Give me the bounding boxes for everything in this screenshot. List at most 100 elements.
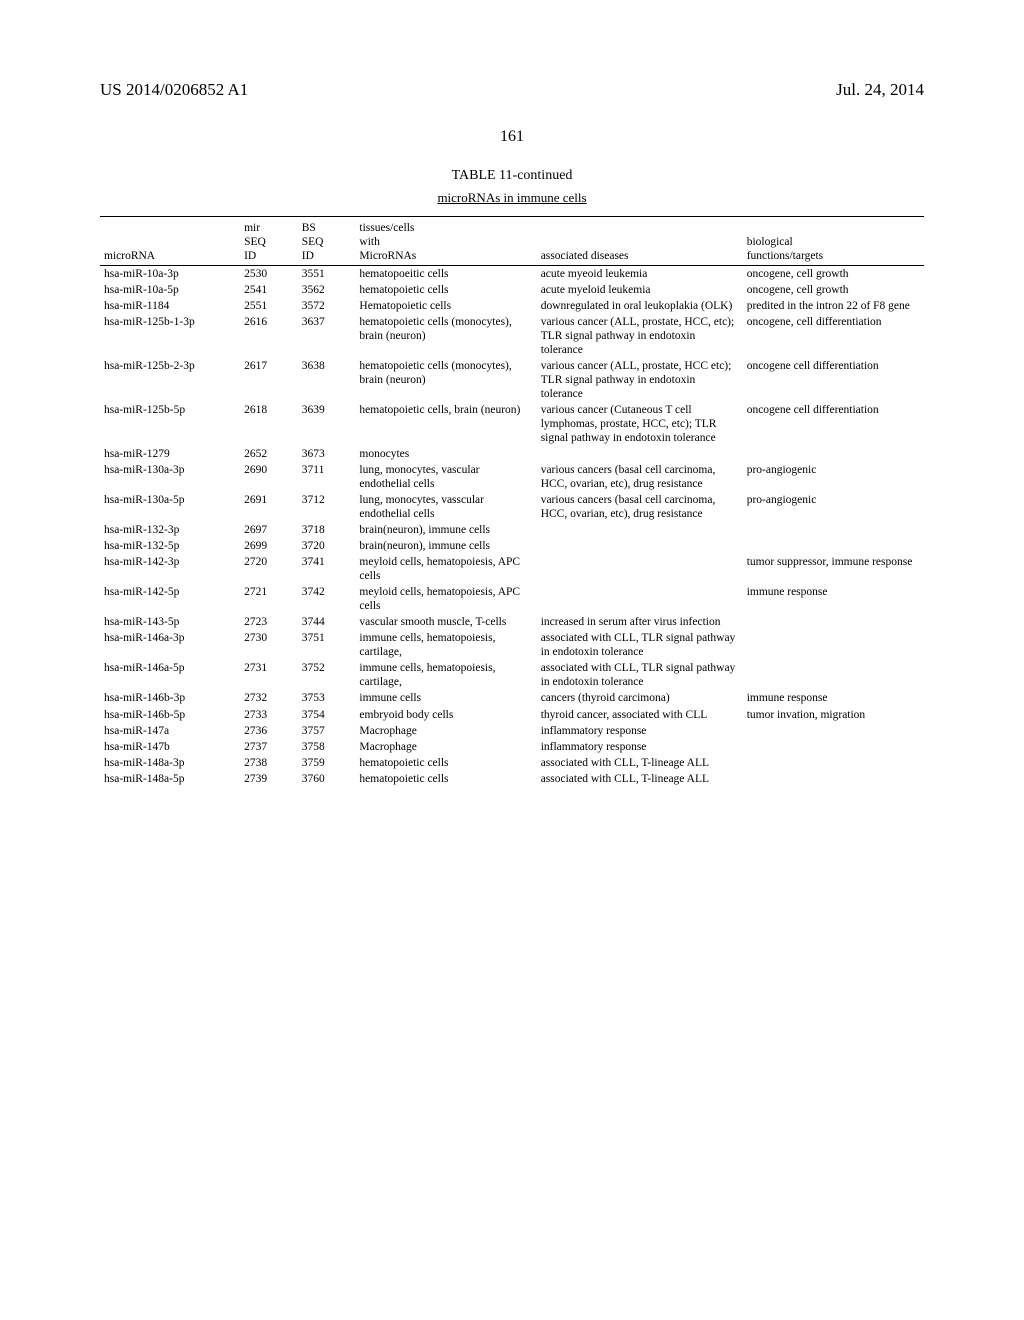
- cell-bs-seq: 3551: [298, 266, 356, 283]
- cell-bs-seq: 3752: [298, 660, 356, 690]
- cell-mir-seq: 2618: [240, 402, 298, 446]
- doc-number: US 2014/0206852 A1: [100, 80, 248, 100]
- col-header-functions: biological functions/targets: [743, 221, 924, 263]
- col-header-microrna: microRNA: [100, 221, 240, 263]
- cell-mir-seq: 2730: [240, 630, 298, 660]
- cell-microrna: hsa-miR-10a-3p: [100, 266, 240, 283]
- cell-mir-seq: 2616: [240, 314, 298, 358]
- cell-mir-seq: 2732: [240, 690, 298, 706]
- table-row: hsa-miR-127926523673monocytes: [100, 446, 924, 462]
- cell-mir-seq: 2530: [240, 266, 298, 283]
- table-row: hsa-miR-148a-5p27393760hematopoietic cel…: [100, 771, 924, 787]
- cell-tissues: hematopoietic cells: [355, 771, 536, 787]
- cell-microrna: hsa-miR-142-5p: [100, 584, 240, 614]
- table-row: hsa-miR-146a-5p27313752immune cells, hem…: [100, 660, 924, 690]
- cell-diseases: [537, 554, 743, 584]
- cell-functions: [743, 630, 924, 660]
- cell-functions: [743, 446, 924, 462]
- cell-bs-seq: 3562: [298, 282, 356, 298]
- cell-microrna: hsa-miR-146b-5p: [100, 707, 240, 723]
- col-header-tissues: tissues/cells with MicroRNAs: [355, 221, 536, 263]
- table-row: hsa-miR-146a-3p27303751immune cells, hem…: [100, 630, 924, 660]
- cell-tissues: hematopoietic cells: [355, 755, 536, 771]
- table-body: hsa-miR-10a-3p25303551hematopoeitic cell…: [100, 266, 924, 787]
- cell-microrna: hsa-miR-10a-5p: [100, 282, 240, 298]
- cell-functions: [743, 522, 924, 538]
- cell-mir-seq: 2731: [240, 660, 298, 690]
- cell-microrna: hsa-miR-125b-1-3p: [100, 314, 240, 358]
- cell-mir-seq: 2691: [240, 492, 298, 522]
- cell-microrna: hsa-miR-130a-3p: [100, 462, 240, 492]
- cell-microrna: hsa-miR-142-3p: [100, 554, 240, 584]
- cell-tissues: vascular smooth muscle, T-cells: [355, 614, 536, 630]
- table-header-row: microRNA mir SEQ ID BS SEQ ID tissues/ce…: [100, 221, 924, 263]
- microrna-table: microRNA mir SEQ ID BS SEQ ID tissues/ce…: [100, 216, 924, 787]
- cell-microrna: hsa-miR-146a-3p: [100, 630, 240, 660]
- cell-microrna: hsa-miR-130a-5p: [100, 492, 240, 522]
- cell-mir-seq: 2697: [240, 522, 298, 538]
- cell-diseases: acute myeoid leukemia: [537, 266, 743, 283]
- table-row: hsa-miR-130a-5p26913712lung, monocytes, …: [100, 492, 924, 522]
- cell-microrna: hsa-miR-1184: [100, 298, 240, 314]
- table-title: TABLE 11-continued: [100, 168, 924, 184]
- cell-diseases: associated with CLL, T-lineage ALL: [537, 771, 743, 787]
- table-row: hsa-miR-10a-3p25303551hematopoeitic cell…: [100, 266, 924, 283]
- cell-tissues: brain(neuron), immune cells: [355, 522, 536, 538]
- cell-tissues: Macrophage: [355, 723, 536, 739]
- cell-mir-seq: 2739: [240, 771, 298, 787]
- cell-functions: immune response: [743, 584, 924, 614]
- cell-bs-seq: 3751: [298, 630, 356, 660]
- cell-bs-seq: 3673: [298, 446, 356, 462]
- cell-functions: [743, 538, 924, 554]
- cell-functions: [743, 739, 924, 755]
- cell-tissues: lung, monocytes, vasscular endothelial c…: [355, 492, 536, 522]
- cell-diseases: thyroid cancer, associated with CLL: [537, 707, 743, 723]
- cell-bs-seq: 3741: [298, 554, 356, 584]
- cell-bs-seq: 3744: [298, 614, 356, 630]
- cell-tissues: monocytes: [355, 446, 536, 462]
- cell-functions: oncogene, cell differentiation: [743, 314, 924, 358]
- cell-tissues: Hematopoietic cells: [355, 298, 536, 314]
- cell-tissues: lung, monocytes, vascular endothelial ce…: [355, 462, 536, 492]
- cell-mir-seq: 2699: [240, 538, 298, 554]
- cell-diseases: [537, 446, 743, 462]
- cell-mir-seq: 2720: [240, 554, 298, 584]
- cell-microrna: hsa-miR-125b-5p: [100, 402, 240, 446]
- cell-tissues: hematopoietic cells, brain (neuron): [355, 402, 536, 446]
- table-row: hsa-miR-132-3p26973718brain(neuron), imm…: [100, 522, 924, 538]
- table-row: hsa-miR-148a-3p27383759hematopoietic cel…: [100, 755, 924, 771]
- cell-functions: oncogene, cell growth: [743, 282, 924, 298]
- cell-tissues: brain(neuron), immune cells: [355, 538, 536, 554]
- cell-microrna: hsa-miR-132-3p: [100, 522, 240, 538]
- cell-functions: pro-angiogenic: [743, 462, 924, 492]
- table-row: hsa-miR-146b-3p27323753immune cellscance…: [100, 690, 924, 706]
- cell-functions: oncogene cell differentiation: [743, 358, 924, 402]
- cell-diseases: various cancer (ALL, prostate, HCC, etc)…: [537, 314, 743, 358]
- cell-bs-seq: 3758: [298, 739, 356, 755]
- cell-diseases: downregulated in oral leukoplakia (OLK): [537, 298, 743, 314]
- page-container: US 2014/0206852 A1 Jul. 24, 2014 161 TAB…: [0, 0, 1024, 827]
- cell-diseases: acute myeloid leukemia: [537, 282, 743, 298]
- cell-tissues: immune cells, hematopoiesis, cartilage,: [355, 660, 536, 690]
- cell-bs-seq: 3720: [298, 538, 356, 554]
- table-row: hsa-miR-125b-2-3p26173638hematopoietic c…: [100, 358, 924, 402]
- table-row: hsa-miR-118425513572Hematopoietic cellsd…: [100, 298, 924, 314]
- cell-tissues: immune cells: [355, 690, 536, 706]
- cell-bs-seq: 3757: [298, 723, 356, 739]
- cell-tissues: hematopoietic cells (monocytes), brain (…: [355, 314, 536, 358]
- table-subtitle: microRNAs in immune cells: [100, 190, 924, 206]
- cell-tissues: meyloid cells, hematopoiesis, APC cells: [355, 554, 536, 584]
- cell-tissues: meyloid cells, hematopoiesis, APC cells: [355, 584, 536, 614]
- cell-mir-seq: 2723: [240, 614, 298, 630]
- cell-bs-seq: 3711: [298, 462, 356, 492]
- cell-functions: [743, 660, 924, 690]
- table-row: hsa-miR-146b-5p27333754embryoid body cel…: [100, 707, 924, 723]
- cell-diseases: various cancer (ALL, prostate, HCC etc);…: [537, 358, 743, 402]
- cell-tissues: hematopoietic cells: [355, 282, 536, 298]
- cell-bs-seq: 3759: [298, 755, 356, 771]
- cell-microrna: hsa-miR-125b-2-3p: [100, 358, 240, 402]
- cell-functions: [743, 723, 924, 739]
- cell-bs-seq: 3639: [298, 402, 356, 446]
- cell-microrna: hsa-miR-132-5p: [100, 538, 240, 554]
- cell-bs-seq: 3742: [298, 584, 356, 614]
